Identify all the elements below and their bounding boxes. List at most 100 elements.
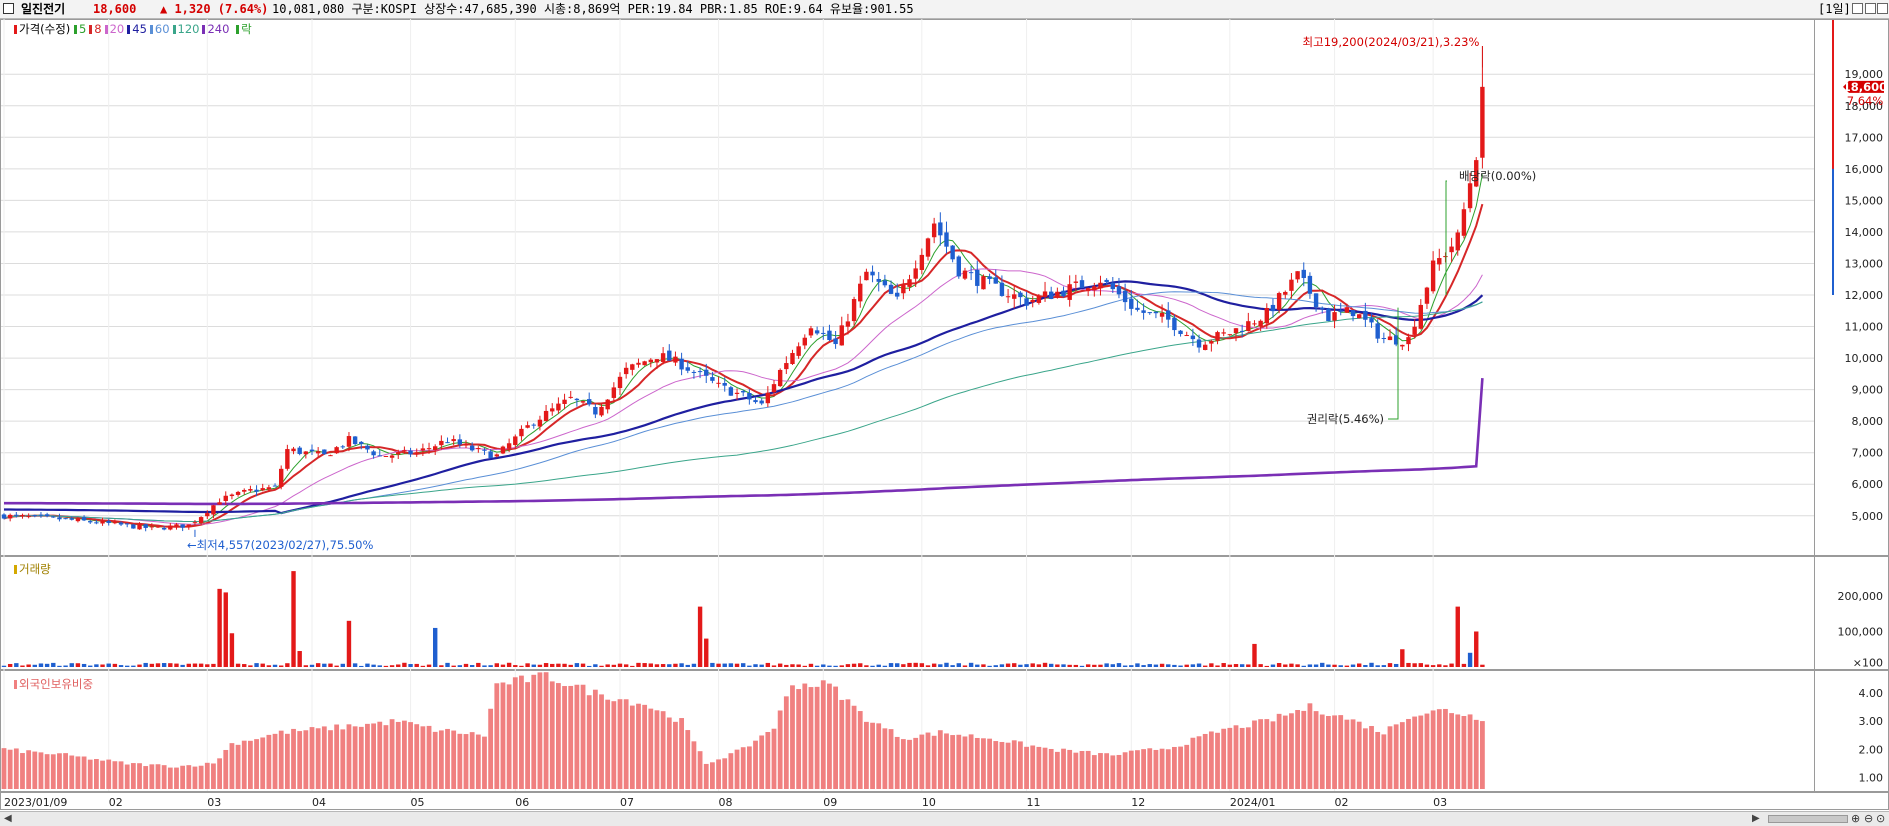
candle-body [1221,332,1226,334]
foreign-ratio-bar [500,682,506,789]
candle-body [1437,258,1442,265]
foreign-ratio-bar [1313,711,1319,789]
volume-bar [525,663,530,667]
volume-bar [1357,663,1362,667]
price-tick-label: 6,000 [1852,478,1884,491]
foreign-ratio-bar [925,732,931,789]
volume-bar [285,663,290,667]
foreign-ratio-bar [174,767,179,789]
ma-legend-label[interactable]: 45 [132,22,147,36]
candle-body [346,436,352,447]
foreign-ratio-bar [1208,731,1214,789]
candle-body [168,525,173,530]
ma-legend-label[interactable]: 60 [154,22,170,36]
date-tick-label: 02 [1335,796,1349,809]
candle-body [1184,335,1189,337]
current-price: 18,600 [93,2,137,16]
foreign-ratio-bar [592,689,598,789]
zoom-reset-icon[interactable]: ⊙ [1876,812,1886,825]
candle-body [1049,291,1054,300]
candle-body [1449,246,1454,253]
foreign-ratio-bar [1030,745,1036,789]
foreign-ratio-bar [395,721,401,789]
volume-bar [814,665,820,667]
candle-body [1381,338,1387,340]
ma-legend-label[interactable]: 120 [177,22,200,36]
candle-body [180,524,185,528]
foreign-ratio-bar [1461,716,1467,789]
stock-chart[interactable]: 5,000 6,000 7,000 8,000 9,000 10,000 11,000 12,… [0,19,1889,811]
period-selector[interactable]: [1일] [1818,2,1851,16]
restore-icon[interactable] [1865,3,1876,14]
foreign-ratio-bar [857,711,863,789]
ma-legend-label[interactable]: 240 [207,22,230,36]
scrollbar-thumb[interactable] [1768,815,1848,823]
foreign-ratio-bar [987,738,992,789]
volume-bar [623,664,629,667]
stock-name[interactable]: 일진전기 [21,2,66,16]
volume-bar [660,664,666,667]
foreign-ratio-bar [475,734,481,789]
candle-body [968,272,974,274]
volume-bar [500,664,506,667]
foreign-ratio-bar [950,735,956,789]
volume-bar [75,663,81,667]
candle-body [1172,317,1177,331]
volume-bar [568,664,573,667]
volume-bar [291,571,296,667]
candle-body [242,489,247,492]
foreign-ratio-bar [438,730,444,789]
foreign-ratio-bar [1270,721,1276,789]
volume-bar [562,663,567,667]
volume-bar [1455,606,1460,667]
foreign-ratio-bar [432,731,438,789]
foreign-ratio-bar [913,737,919,789]
candle-body [704,369,709,376]
foreign-ratio-bar [1085,750,1091,789]
volume-bar [149,663,155,667]
close-icon[interactable] [1877,3,1888,14]
foreign-ratio-bar [20,753,25,789]
candle-body [870,271,875,276]
foreign-ratio-bar [100,760,105,789]
ma-legend-marker [104,25,108,34]
candle-body [217,502,222,505]
candle-body [858,283,863,302]
select-checkbox[interactable] [3,3,14,14]
volume-bar [919,663,925,667]
candle-body [1018,292,1023,298]
candle-body [1326,308,1331,322]
scroll-left-icon[interactable]: ◀ [4,813,12,824]
minimize-icon[interactable] [1852,3,1863,14]
candle-body [1276,293,1282,310]
candle-body [673,356,678,363]
volume-bar [1203,665,1208,667]
scroll-right-icon[interactable]: ▶ [1752,813,1760,824]
candle-body [229,494,235,497]
event-legend-label[interactable]: 락 [241,22,252,36]
ma-legend-label[interactable]: 5 [78,22,87,36]
volume-bar [118,665,124,667]
zoom-out-icon[interactable]: ⊖ [1864,812,1874,825]
foreign-ratio-bar [562,686,567,789]
candle-body [1147,312,1152,314]
ma-legend-label[interactable]: 20 [109,22,125,36]
horizontal-scrollbar[interactable]: ◀ ▶ ⊕ ⊖ ⊙ [0,811,1889,826]
volume-bar [550,663,555,667]
ma-legend-label[interactable]: 8 [94,22,102,36]
zoom-in-icon[interactable]: ⊕ [1851,812,1861,825]
foreign-ratio-bar [315,728,321,789]
candle-body [623,367,629,375]
moving-average-legend: 5 8 20 45 60 120 240 [73,22,232,36]
foreign-ratio-bar [1122,752,1128,789]
foreign-ratio-bar [1443,708,1448,789]
price-tick-label: 16,000 [1845,163,1884,176]
volume-bar [1387,663,1393,667]
foreign-ratio-bar [506,684,512,789]
volume-bar [1024,664,1029,667]
volume-bar [396,664,401,667]
last-change-label: 7.64% [1847,94,1884,108]
foreign-ratio-bar [1473,719,1479,789]
price-legend-label[interactable]: 가격(수정) [19,22,71,36]
foreign-ratio-bar [1399,722,1405,789]
